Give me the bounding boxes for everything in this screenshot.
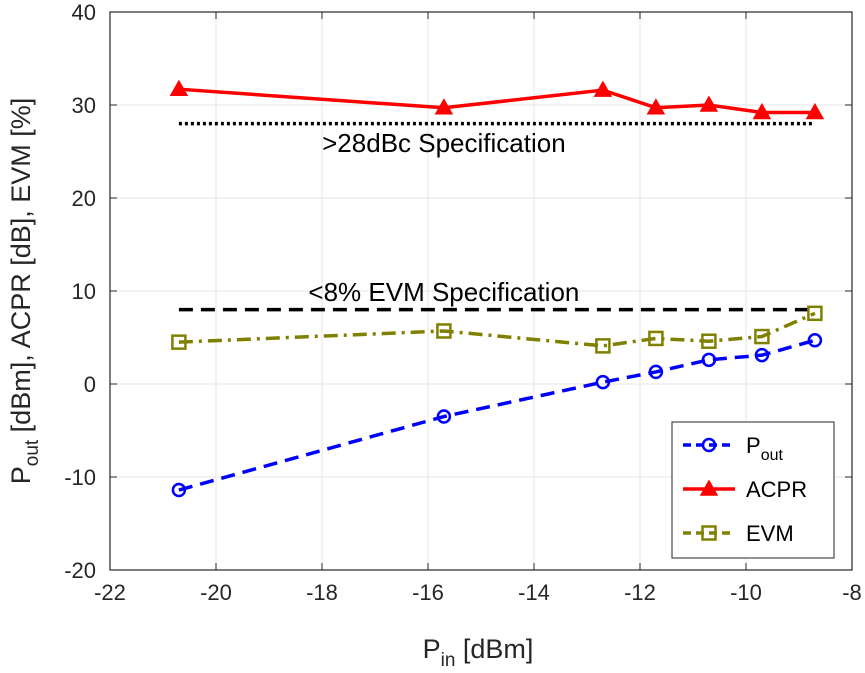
data-point — [434, 98, 454, 115]
y-tick-label: 20 — [72, 186, 96, 211]
legend-marker-2 — [701, 525, 717, 541]
data-point — [593, 80, 613, 97]
legend-label-0: Pout — [746, 433, 783, 464]
series-line-2 — [178, 311, 816, 348]
y-tick-label: -10 — [64, 465, 96, 490]
data-point — [648, 330, 664, 347]
series-line-0 — [178, 338, 816, 492]
x-axis-label: Pin [dBm] — [423, 634, 534, 671]
data-point — [436, 409, 452, 424]
y-tick-label: 40 — [72, 0, 96, 25]
data-point — [752, 102, 772, 120]
data-point — [436, 323, 452, 339]
data-point — [807, 333, 823, 348]
x-tick-label: -10 — [730, 580, 762, 605]
data-point — [754, 347, 770, 363]
x-tick-label: -20 — [200, 580, 232, 605]
legend: Pout ACPR EVM — [671, 421, 835, 559]
x-tick-label: -22 — [94, 580, 126, 605]
legend-marker-0 — [701, 437, 717, 453]
data-point — [646, 98, 666, 115]
legend-label-2: EVM — [746, 521, 794, 546]
data-point — [807, 305, 823, 322]
data-point — [169, 79, 189, 96]
x-tick-label: -16 — [412, 580, 444, 605]
data-point — [171, 482, 187, 498]
y-tick-label: 0 — [84, 372, 96, 397]
data-point — [595, 338, 611, 354]
x-tick-label: -8 — [842, 580, 862, 605]
series-1 — [169, 79, 825, 120]
legend-label-1: ACPR — [746, 477, 807, 502]
data-point — [701, 333, 717, 349]
reference-lines: >28dBc Specification <8% EVM Specificatio… — [178, 121, 815, 312]
data-point — [171, 334, 187, 350]
x-tick-label: -18 — [306, 580, 338, 605]
x-tick-label: -12 — [624, 580, 656, 605]
reference-label-0: >28dBc Specification — [322, 128, 566, 158]
data-point — [648, 364, 664, 380]
y-axis-label: Pout [dBm], ACPR [dB], EVM [%] — [6, 98, 43, 485]
series-0 — [171, 333, 823, 498]
data-point — [699, 95, 719, 112]
reference-label-1: <8% EVM Specification — [308, 277, 579, 307]
y-tick-label: 30 — [72, 93, 96, 118]
series-2 — [171, 305, 823, 354]
data-point — [805, 102, 825, 120]
x-tick-label: -14 — [518, 580, 550, 605]
y-tick-label: 10 — [72, 279, 96, 304]
data-point — [754, 328, 770, 345]
data-point — [595, 374, 611, 390]
data-point — [701, 352, 717, 368]
legend-marker-1 — [699, 479, 719, 496]
series-group — [169, 79, 825, 498]
y-tick-label: -20 — [64, 558, 96, 583]
